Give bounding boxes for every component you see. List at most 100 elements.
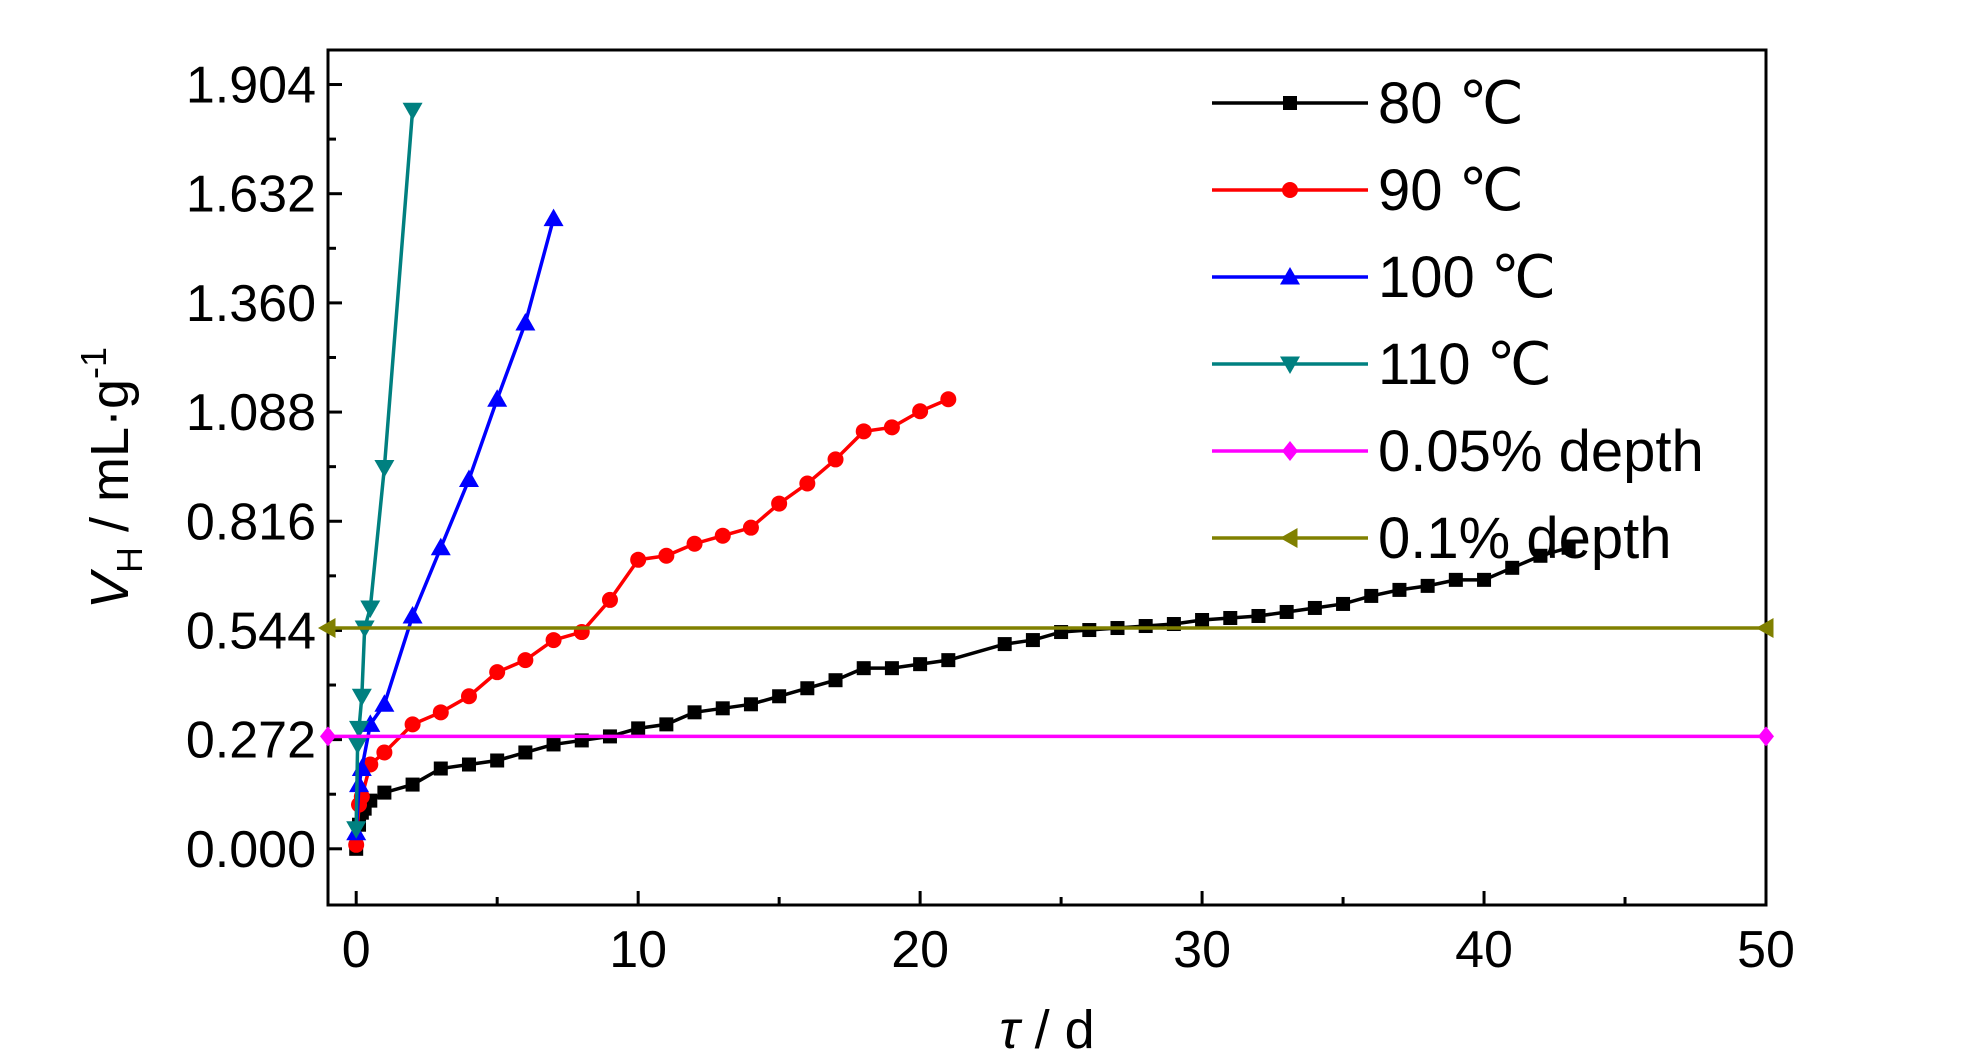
legend-marker <box>1280 267 1300 285</box>
y-tick-label: 0.000 <box>186 821 316 879</box>
data-point <box>1756 618 1774 639</box>
series-3 <box>346 208 564 841</box>
y-tick-label: 1.088 <box>186 384 316 442</box>
series-line <box>354 546 1570 850</box>
legend-item-1: 80 ℃ <box>1212 71 1524 136</box>
data-point <box>913 657 928 672</box>
series-2 <box>348 391 957 853</box>
data-point <box>487 389 508 407</box>
data-point <box>1561 540 1576 555</box>
x-axis-symbol: τ <box>999 1000 1022 1060</box>
y-axis-subscript: H <box>109 547 150 573</box>
data-point <box>518 745 533 760</box>
data-point <box>460 688 477 705</box>
data-point <box>515 312 536 331</box>
data-point <box>1758 726 1774 747</box>
data-point <box>1336 596 1351 611</box>
data-point <box>601 591 618 608</box>
data-point <box>517 652 534 669</box>
x-tick-label: 20 <box>891 921 949 979</box>
data-point <box>912 403 929 420</box>
data-point <box>828 673 843 688</box>
data-point <box>430 537 451 556</box>
data-point <box>1448 572 1463 587</box>
data-point <box>360 600 381 618</box>
x-axis-unit: / d <box>1020 1000 1095 1060</box>
data-point <box>1364 588 1379 603</box>
x-tick-label: 40 <box>1455 921 1513 979</box>
data-point <box>318 618 336 639</box>
plot-frame <box>326 48 1768 907</box>
legend-label: 80 ℃ <box>1378 71 1524 136</box>
legend-item-2: 90 ℃ <box>1212 158 1524 223</box>
data-point <box>374 694 395 712</box>
legend-marker <box>1280 528 1298 548</box>
data-point <box>997 637 1012 652</box>
y-axis-title: VH / mL·g-1 <box>73 347 150 609</box>
data-point <box>856 661 871 676</box>
y-tick-label: 1.632 <box>186 166 316 224</box>
data-point <box>320 726 336 747</box>
data-point <box>405 777 420 792</box>
y-axis-unit: / mL·g <box>80 379 140 547</box>
data-point <box>543 208 564 227</box>
data-point <box>884 661 899 676</box>
legend-label: 0.1% depth <box>1378 506 1671 571</box>
data-point <box>799 475 816 492</box>
data-point <box>827 451 844 468</box>
data-point <box>715 701 730 716</box>
data-point <box>432 704 449 721</box>
legend-marker <box>1283 96 1297 110</box>
data-point <box>1082 623 1097 638</box>
data-point <box>1025 633 1040 648</box>
legend-item-4: 110 ℃ <box>1212 332 1552 397</box>
x-tick-label: 30 <box>1173 921 1231 979</box>
data-point <box>402 102 423 121</box>
y-tick-label: 0.272 <box>186 712 316 770</box>
data-point <box>742 519 759 536</box>
data-point <box>686 535 703 552</box>
data-point <box>1392 582 1407 597</box>
series-6 <box>318 618 1774 639</box>
series-1 <box>349 540 1576 856</box>
legend-item-6: 0.1% depth <box>1212 506 1671 571</box>
y-tick-label: 1.360 <box>186 275 316 333</box>
legend-label: 100 ℃ <box>1378 245 1556 310</box>
legend-item-5: 0.05% depth <box>1212 419 1704 484</box>
data-point <box>743 697 758 712</box>
legend: 80 ℃ 90 ℃ 100 ℃ 110 ℃ 0.05% depth 0.1% depth <box>1212 71 1704 571</box>
data-point <box>489 664 506 681</box>
y-axis-symbol: V <box>80 568 140 609</box>
data-point <box>658 547 675 564</box>
x-tick-label: 10 <box>609 921 667 979</box>
data-point <box>714 527 731 544</box>
x-tick-label: 50 <box>1737 921 1795 979</box>
data-point <box>349 720 370 739</box>
data-point <box>630 551 647 568</box>
data-point <box>458 469 479 488</box>
y-tick-label: 0.816 <box>186 493 316 551</box>
legend-marker <box>1280 356 1300 374</box>
data-point <box>1533 548 1548 563</box>
data-point <box>377 785 392 800</box>
data-point <box>346 821 367 839</box>
data-point <box>1251 608 1266 623</box>
legend-label: 0.05% depth <box>1378 419 1704 484</box>
data-point <box>1138 619 1153 634</box>
data-point <box>855 423 872 440</box>
data-point <box>941 653 956 668</box>
data-point <box>659 717 674 732</box>
data-point <box>800 681 815 696</box>
data-point <box>771 495 788 512</box>
data-point <box>461 757 476 772</box>
legend-item-3: 100 ℃ <box>1212 245 1556 310</box>
data-point <box>351 688 372 707</box>
data-point <box>374 459 395 478</box>
y-tick-label: 1.904 <box>186 57 316 115</box>
data-point <box>1307 600 1322 615</box>
data-point <box>545 632 562 649</box>
y-tick-label: 0.544 <box>186 602 316 660</box>
series-line <box>354 218 556 833</box>
data-point <box>1195 613 1210 627</box>
